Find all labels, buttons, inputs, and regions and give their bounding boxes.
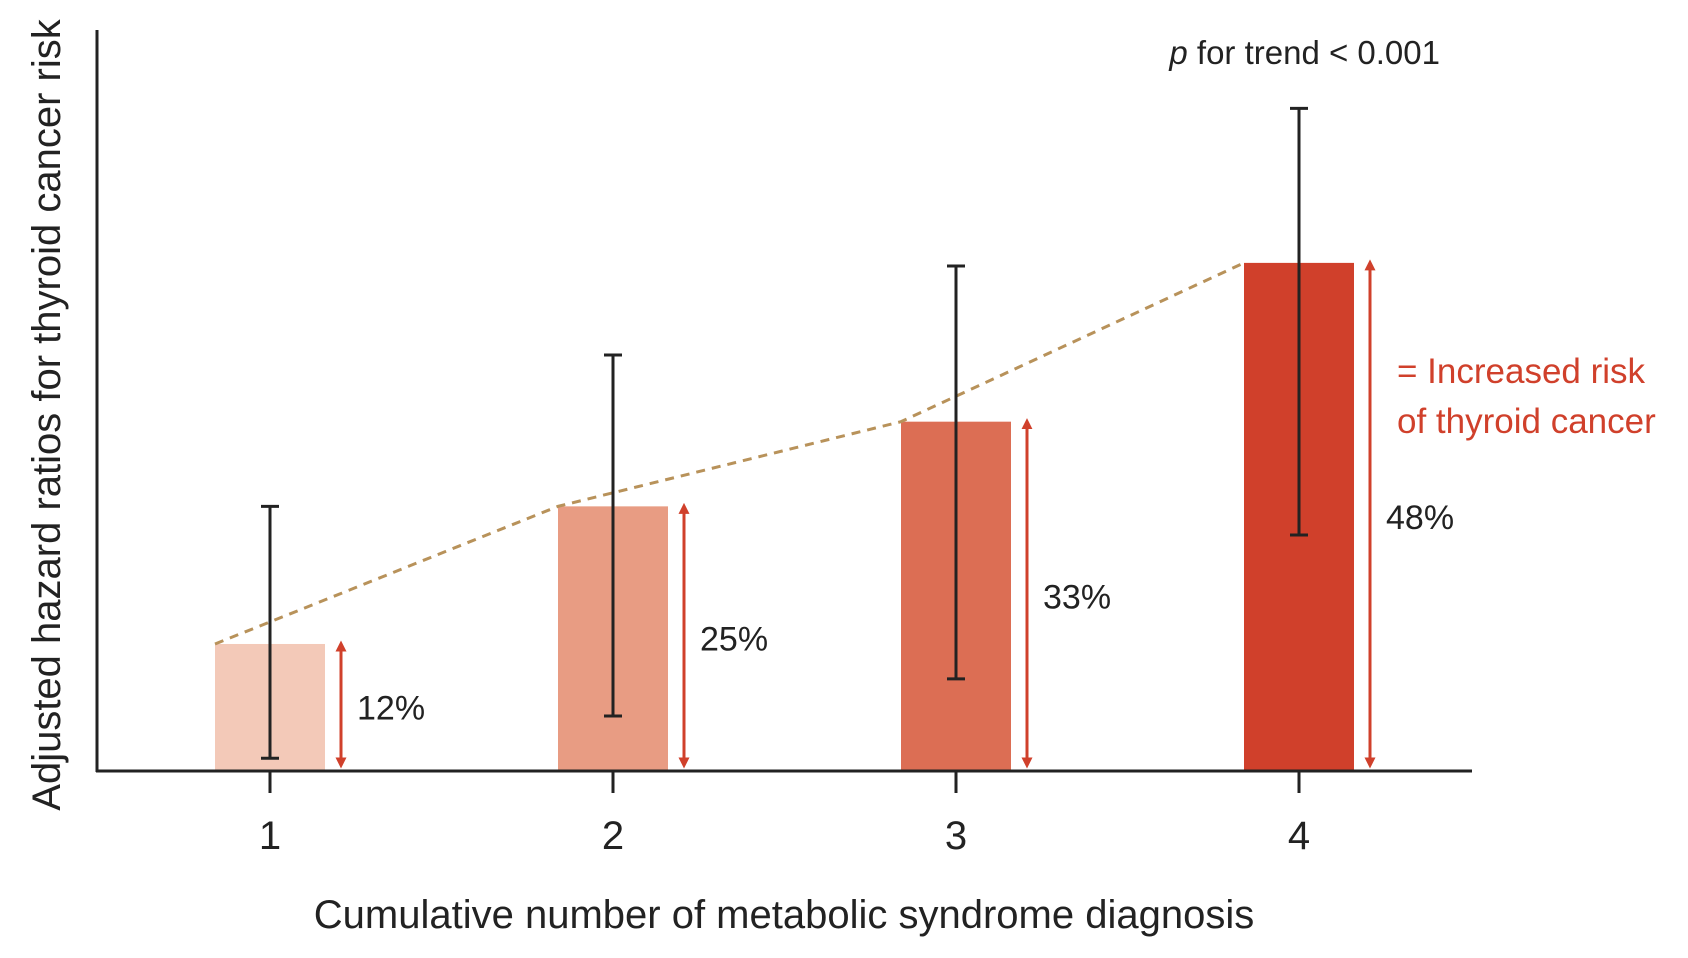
x-axis-title: Cumulative number of metabolic syndrome … [314,893,1254,937]
percent-label-4: 48% [1386,499,1454,537]
y-axis-title: Adjusted hazard ratios for thyroid cance… [25,18,69,810]
error-bars-layer [261,106,1308,760]
percent-labels-layer: 12% 25% 33% 48% [357,499,1454,728]
trend-layer [214,261,1245,646]
percent-label-3: 33% [1043,578,1111,616]
trend-annotation: p for trend < 0.001 [1168,34,1440,71]
legend-line-1: = Increased risk [1397,352,1646,391]
percent-label-1: 12% [357,689,425,727]
x-tick-label-2: 2 [602,814,624,858]
x-tick-label-3: 3 [945,814,967,858]
x-ticks-layer: 1 2 3 4 [259,771,1310,858]
increase-arrows-layer [335,259,1376,769]
percent-label-2: 25% [700,621,768,659]
x-tick-label-1: 1 [259,814,281,858]
trend-p-symbol: p [1168,34,1187,71]
trend-annotation-text: for trend < 0.001 [1188,34,1440,71]
x-tick-label-4: 4 [1288,814,1310,858]
legend-line-2: of thyroid cancer [1397,402,1656,441]
trend-line [214,261,1245,646]
